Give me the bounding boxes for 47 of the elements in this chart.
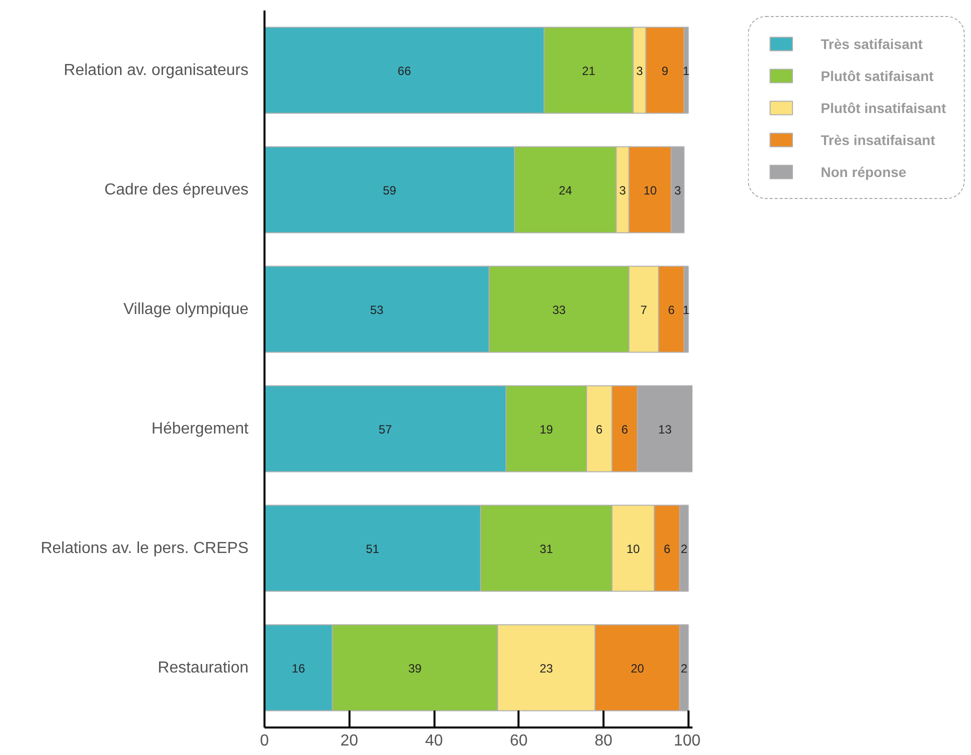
data-label: 3 [674,183,682,198]
data-label: 10 [626,542,640,556]
legend-label: Non réponse [820,164,906,180]
data-label: 1 [682,64,690,78]
data-label: 3 [636,64,644,78]
y-tick-label: Village olympique [123,300,249,318]
y-tick-label: Relations av. le pers. CREPS [40,540,249,557]
legend-label: Très satifaisant [820,36,923,52]
x-tick-label: 0 [260,732,270,750]
data-label: 6 [596,422,603,436]
x-tick-label: 20 [340,732,358,750]
data-label: 19 [540,422,554,436]
data-label: 2 [680,661,688,676]
data-label: 6 [664,542,671,556]
data-label: 59 [382,183,397,198]
data-label: 7 [640,302,648,317]
x-tick-label: 40 [425,732,444,750]
y-tick-label: Relation av. organisateurs [64,62,249,79]
data-label: 53 [370,302,384,317]
x-tick-label: 80 [594,732,613,750]
data-label: 66 [398,64,412,78]
y-tick-label: Cadre des épreuves [104,181,249,198]
data-label: 16 [292,661,306,676]
legend-label: Plutôt insatifaisant [820,100,946,116]
y-tick-label: Hébergement [152,420,250,438]
data-label: 1 [682,302,690,317]
data-label: 23 [540,661,554,676]
data-label: 21 [582,64,596,78]
x-tick-label: 60 [510,732,528,750]
legend-label: Très insatifaisant [820,132,936,148]
data-label: 20 [630,661,644,676]
data-label: 6 [668,302,675,317]
data-label: 24 [558,183,572,198]
data-label: 57 [378,422,392,436]
data-label: 10 [643,183,658,198]
data-label: 13 [658,422,672,436]
data-label: 9 [662,64,669,78]
data-label: 31 [540,542,554,556]
x-tick-label: 100 [674,732,701,750]
data-label: 6 [621,422,628,436]
y-tick-label: Restauration [158,659,248,676]
data-label: 2 [680,542,688,556]
data-label: 51 [366,542,380,556]
legend-label: Plutôt satifaisant [820,68,934,84]
data-label: 33 [552,302,566,317]
data-label: 3 [619,183,626,198]
data-label: 39 [408,661,422,676]
